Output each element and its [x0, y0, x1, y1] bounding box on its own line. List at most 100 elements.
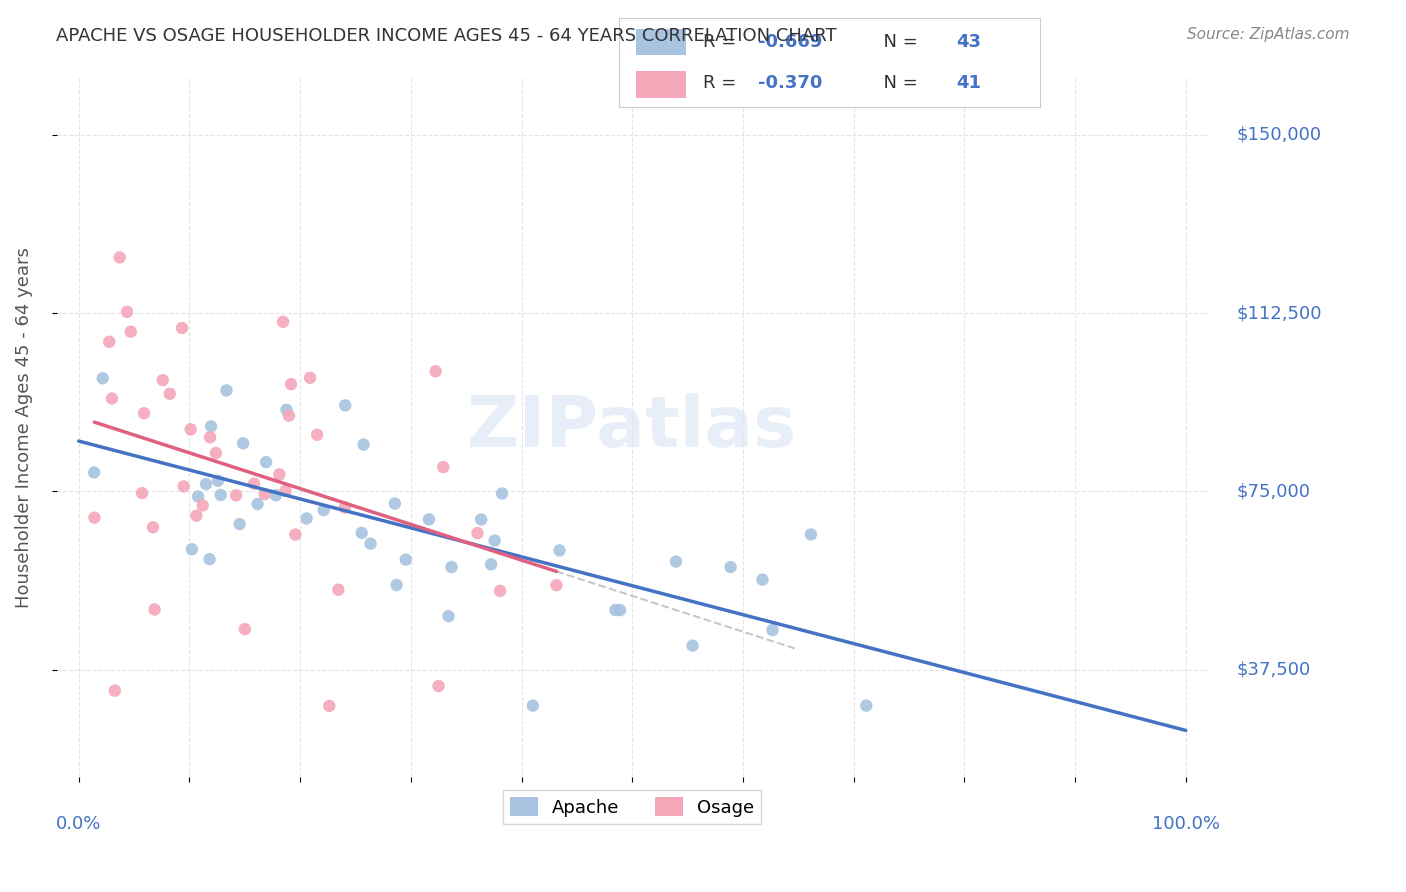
Point — [605, 603, 627, 617]
Text: $37,500: $37,500 — [1237, 661, 1310, 679]
Point — [253, 487, 276, 501]
Point — [437, 609, 460, 624]
Text: $112,500: $112,500 — [1237, 304, 1322, 322]
Point — [187, 490, 209, 504]
Point — [186, 508, 208, 523]
Point — [83, 510, 105, 524]
Point — [385, 578, 408, 592]
Text: 100.0%: 100.0% — [1152, 815, 1220, 833]
Point — [312, 503, 335, 517]
Point — [269, 467, 291, 482]
Point — [491, 486, 513, 500]
Point — [307, 427, 329, 442]
Point — [120, 325, 142, 339]
Point — [350, 525, 373, 540]
Point — [360, 536, 382, 550]
Point — [246, 497, 269, 511]
Point — [209, 488, 232, 502]
Point — [720, 560, 742, 574]
Text: 43: 43 — [956, 33, 981, 51]
Point — [440, 560, 463, 574]
Point — [83, 466, 105, 480]
Point — [191, 499, 214, 513]
Point — [271, 315, 294, 329]
Point — [467, 526, 489, 541]
Point — [101, 392, 124, 406]
Point — [115, 305, 138, 319]
Text: -0.669: -0.669 — [758, 33, 823, 51]
Point — [335, 398, 357, 412]
Point — [198, 430, 221, 444]
Point — [131, 486, 153, 500]
Point — [143, 602, 166, 616]
Point — [142, 520, 165, 534]
Point — [751, 573, 773, 587]
Point — [198, 552, 221, 566]
Point — [132, 406, 155, 420]
Point — [264, 488, 287, 502]
Point — [276, 402, 298, 417]
Text: R =: R = — [703, 74, 742, 92]
Point — [855, 698, 877, 713]
Point — [215, 384, 238, 398]
Point — [761, 623, 783, 637]
Text: Source: ZipAtlas.com: Source: ZipAtlas.com — [1187, 27, 1350, 42]
Text: ZIPatlas: ZIPatlas — [467, 392, 797, 462]
Point — [233, 622, 256, 636]
Point — [427, 679, 450, 693]
Point — [108, 251, 131, 265]
Point — [548, 543, 571, 558]
Point — [254, 455, 277, 469]
Point — [170, 321, 193, 335]
Point — [232, 436, 254, 450]
Text: N =: N = — [872, 74, 924, 92]
Point — [384, 496, 406, 510]
Point — [470, 512, 492, 526]
Point — [353, 437, 375, 451]
Point — [418, 512, 440, 526]
Legend: Apache, Osage: Apache, Osage — [503, 790, 761, 824]
Point — [195, 477, 218, 491]
Bar — [636, 29, 686, 55]
Text: $75,000: $75,000 — [1237, 483, 1310, 500]
Point — [479, 558, 502, 572]
Point — [665, 555, 688, 569]
Point — [243, 476, 266, 491]
Point — [200, 419, 222, 434]
Point — [280, 377, 302, 392]
Point — [152, 373, 174, 387]
Point — [609, 603, 631, 617]
Point — [228, 517, 250, 532]
Point — [328, 582, 350, 597]
Point — [682, 639, 704, 653]
Point — [333, 500, 356, 515]
Point — [274, 483, 297, 498]
Point — [91, 371, 114, 385]
Point — [546, 578, 568, 592]
Point — [180, 422, 202, 436]
Point — [395, 552, 418, 566]
Text: -0.370: -0.370 — [758, 74, 823, 92]
Point — [159, 386, 181, 401]
Point — [484, 533, 506, 548]
Point — [225, 488, 247, 502]
Text: APACHE VS OSAGE HOUSEHOLDER INCOME AGES 45 - 64 YEARS CORRELATION CHART: APACHE VS OSAGE HOUSEHOLDER INCOME AGES … — [56, 27, 837, 45]
Point — [284, 527, 307, 541]
Point — [98, 334, 121, 349]
Point — [277, 409, 299, 423]
Text: N =: N = — [872, 33, 924, 51]
Point — [173, 479, 195, 493]
Text: $150,000: $150,000 — [1237, 126, 1322, 144]
Point — [299, 371, 322, 385]
Y-axis label: Householder Income Ages 45 - 64 years: Householder Income Ages 45 - 64 years — [15, 247, 32, 607]
Text: R =: R = — [703, 33, 742, 51]
Point — [489, 583, 512, 598]
Point — [522, 698, 544, 713]
Bar — [636, 71, 686, 98]
Point — [104, 683, 127, 698]
Text: 0.0%: 0.0% — [56, 815, 101, 833]
Point — [425, 364, 447, 378]
Text: 41: 41 — [956, 74, 981, 92]
Point — [205, 446, 228, 460]
Point — [318, 698, 340, 713]
